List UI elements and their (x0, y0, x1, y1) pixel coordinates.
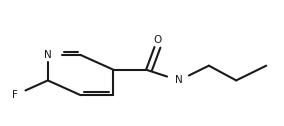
Text: N: N (175, 75, 183, 85)
Text: N: N (44, 50, 52, 60)
Text: F: F (12, 90, 18, 100)
Text: O: O (153, 35, 161, 45)
